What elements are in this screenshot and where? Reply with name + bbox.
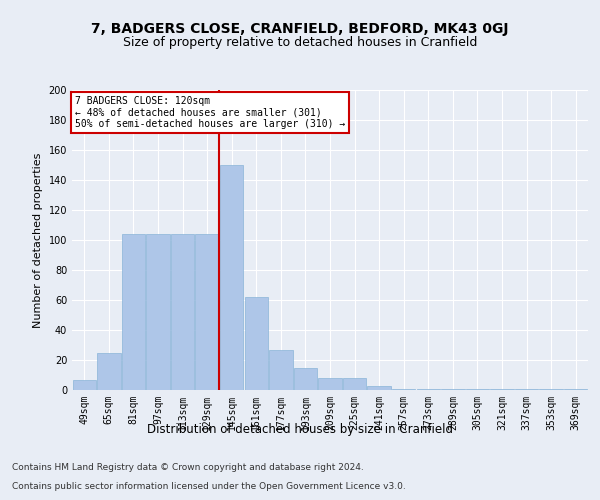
Bar — [564, 388, 587, 390]
Bar — [146, 234, 170, 390]
Bar — [515, 388, 538, 390]
Bar — [73, 380, 96, 390]
Text: Contains public sector information licensed under the Open Government Licence v3: Contains public sector information licen… — [12, 482, 406, 491]
Bar — [245, 297, 268, 390]
Text: 7 BADGERS CLOSE: 120sqm
← 48% of detached houses are smaller (301)
50% of semi-d: 7 BADGERS CLOSE: 120sqm ← 48% of detache… — [74, 96, 345, 129]
Bar — [392, 388, 415, 390]
Bar — [171, 234, 194, 390]
Bar — [441, 388, 464, 390]
Bar — [416, 388, 440, 390]
Bar — [97, 352, 121, 390]
Y-axis label: Number of detached properties: Number of detached properties — [33, 152, 43, 328]
Bar — [269, 350, 293, 390]
Bar — [122, 234, 145, 390]
Text: 7, BADGERS CLOSE, CRANFIELD, BEDFORD, MK43 0GJ: 7, BADGERS CLOSE, CRANFIELD, BEDFORD, MK… — [91, 22, 509, 36]
Bar — [490, 388, 514, 390]
Bar — [220, 165, 244, 390]
Bar — [319, 378, 341, 390]
Text: Distribution of detached houses by size in Cranfield: Distribution of detached houses by size … — [147, 422, 453, 436]
Text: Size of property relative to detached houses in Cranfield: Size of property relative to detached ho… — [123, 36, 477, 49]
Bar — [466, 388, 489, 390]
Text: Contains HM Land Registry data © Crown copyright and database right 2024.: Contains HM Land Registry data © Crown c… — [12, 464, 364, 472]
Bar — [343, 378, 366, 390]
Bar — [196, 234, 219, 390]
Bar — [367, 386, 391, 390]
Bar — [294, 368, 317, 390]
Bar — [539, 388, 563, 390]
